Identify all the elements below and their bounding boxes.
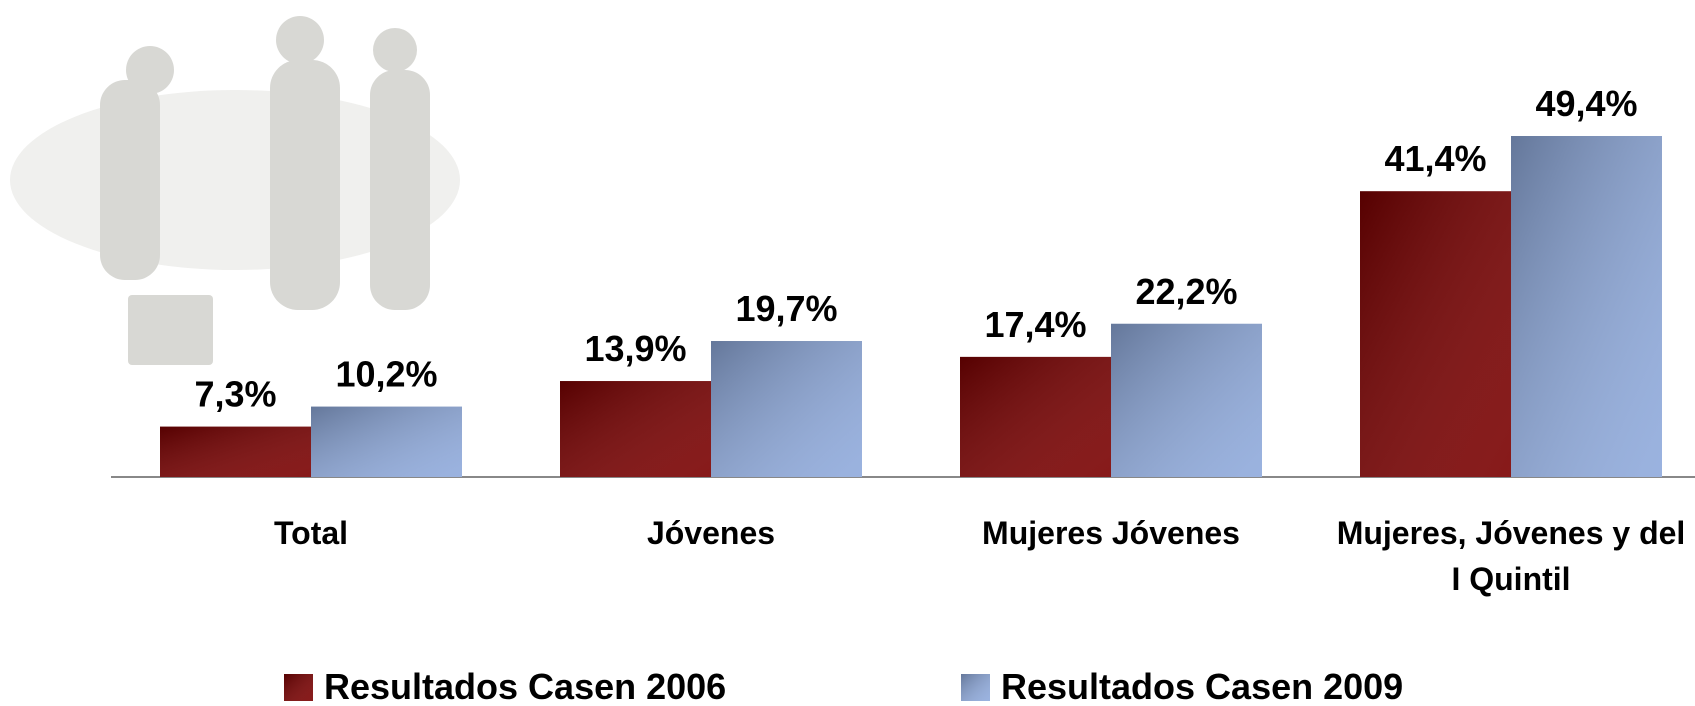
- x-tick-label: Mujeres Jóvenes: [982, 515, 1240, 551]
- legend-swatch-shade: [284, 674, 313, 701]
- x-tick-label: Jóvenes: [646, 515, 776, 551]
- bar: [1511, 136, 1662, 477]
- value-label: 10,2%: [335, 354, 437, 395]
- bar: [1360, 191, 1511, 478]
- x-tick-label: Total: [273, 515, 349, 551]
- x-tick-label: Mujeres, Jóvenes y del I Quintil: [1336, 515, 1686, 597]
- bar: [711, 341, 862, 477]
- bar: [311, 406, 462, 477]
- legend-label: Resultados Casen 2006: [324, 666, 726, 706]
- bar: [560, 381, 711, 477]
- illustration: [100, 16, 430, 365]
- value-label: 22,2%: [1135, 271, 1237, 312]
- legend-swatch-shade: [961, 674, 990, 701]
- value-label: 41,4%: [1384, 138, 1486, 179]
- bar: [1111, 323, 1262, 477]
- value-label: 7,3%: [194, 374, 276, 415]
- bar: [960, 356, 1111, 477]
- value-label: 13,9%: [584, 328, 686, 369]
- legend-label: Resultados Casen 2009: [1001, 666, 1403, 706]
- value-label: 17,4%: [984, 304, 1086, 345]
- value-label: 19,7%: [735, 288, 837, 329]
- bar: [160, 426, 311, 477]
- value-label: 49,4%: [1535, 83, 1637, 124]
